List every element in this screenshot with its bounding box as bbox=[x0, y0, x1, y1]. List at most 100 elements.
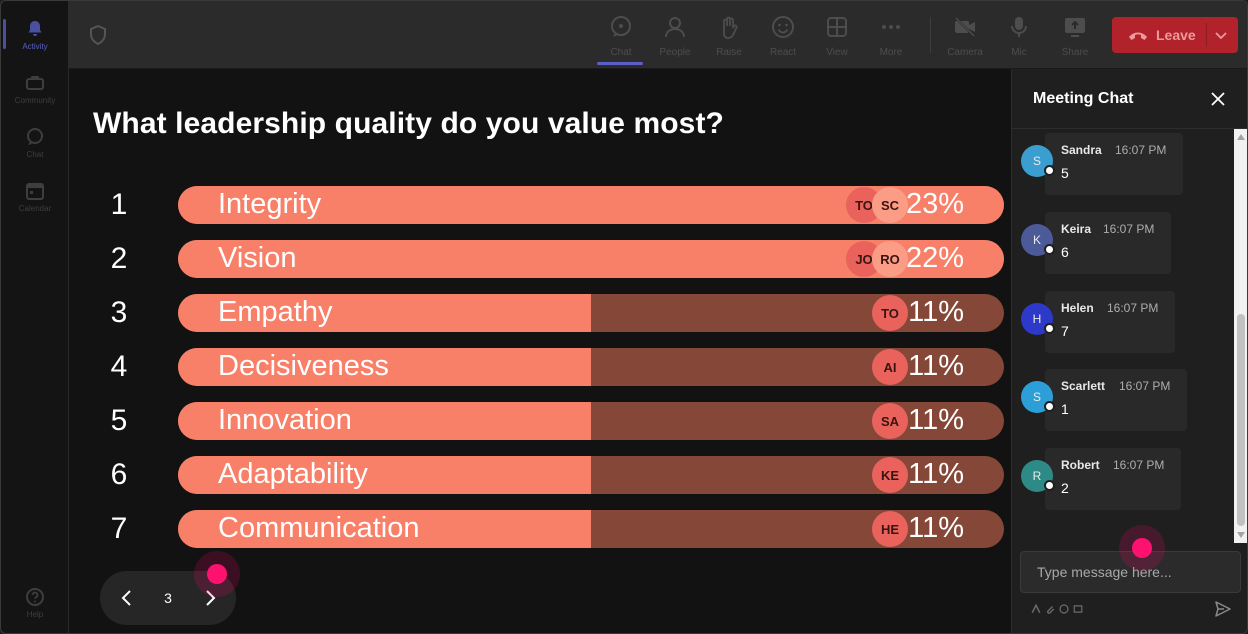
option-percent: 11% bbox=[908, 458, 964, 490]
voter-avatar: SC bbox=[872, 187, 908, 223]
avatar-initial: S bbox=[1032, 390, 1041, 404]
close-icon[interactable] bbox=[1210, 91, 1226, 107]
poll-option-row: 2 Vision JO RO 22% bbox=[69, 240, 1011, 278]
chat-message[interactable]: Scarlett 16:07 PM 1 bbox=[1045, 369, 1187, 431]
rail-item-calendar[interactable]: Calendar bbox=[1, 171, 69, 223]
avatar-initial: K bbox=[1032, 233, 1041, 247]
chat-title: Meeting Chat bbox=[1033, 90, 1134, 107]
message-time: 16:07 PM bbox=[1103, 222, 1155, 236]
voter-avatar: KE bbox=[872, 457, 908, 493]
community-icon bbox=[26, 76, 44, 90]
avatar-initial: R bbox=[1032, 469, 1042, 483]
poll-option-row: 5 Innovation SA 11% bbox=[69, 402, 1011, 440]
voter-avatar: SA bbox=[872, 403, 908, 439]
rail-item-community[interactable]: Community bbox=[1, 63, 69, 115]
format-toolbar bbox=[1031, 604, 1083, 614]
page-number: 3 bbox=[164, 590, 172, 606]
sender-avatar[interactable]: H bbox=[1021, 303, 1055, 335]
raise-hand-button[interactable]: Raise bbox=[703, 11, 755, 61]
rail-label: Activity bbox=[22, 42, 48, 51]
chat-button[interactable]: Chat bbox=[595, 11, 647, 65]
rail-item-activity[interactable]: Activity bbox=[1, 9, 69, 61]
option-percent: 11% bbox=[908, 404, 964, 436]
chat-icon bbox=[611, 16, 631, 37]
message-time: 16:07 PM bbox=[1119, 379, 1171, 393]
format-text-icon[interactable] bbox=[1031, 604, 1041, 614]
emoji-icon[interactable] bbox=[1059, 604, 1069, 614]
toolbar-divider bbox=[930, 17, 931, 53]
chat-message[interactable]: Robert 16:07 PM 2 bbox=[1045, 448, 1181, 510]
result-bar-fill bbox=[178, 402, 591, 440]
react-label: React bbox=[769, 47, 797, 58]
message-sender: Helen bbox=[1061, 301, 1094, 315]
more-button[interactable]: More bbox=[865, 11, 917, 61]
chat-message[interactable]: Sandra 16:07 PM 5 bbox=[1045, 133, 1183, 195]
grid-icon bbox=[827, 17, 847, 37]
camera-button[interactable]: Camera bbox=[939, 11, 991, 61]
chat-message-list[interactable]: Sandra 16:07 PM 5 S Keira 16:07 PM 6 K Helen 16:0… bbox=[1012, 129, 1234, 544]
scroll-thumb[interactable] bbox=[1237, 314, 1245, 526]
chat-message[interactable]: Keira 16:07 PM 6 bbox=[1045, 212, 1171, 274]
sender-avatar[interactable]: S bbox=[1021, 381, 1055, 413]
view-button[interactable]: View bbox=[811, 11, 863, 61]
share-screen-icon bbox=[1065, 18, 1085, 37]
attach-icon[interactable] bbox=[1045, 604, 1055, 614]
gif-icon[interactable] bbox=[1073, 604, 1083, 614]
result-bar bbox=[178, 294, 1004, 332]
option-label: Vision bbox=[218, 242, 297, 274]
sender-avatar[interactable]: K bbox=[1021, 224, 1055, 256]
option-number: 2 bbox=[110, 242, 128, 275]
rail-label: Chat bbox=[26, 150, 44, 159]
rail-label: Calendar bbox=[18, 204, 52, 213]
chevron-right-icon[interactable] bbox=[200, 588, 220, 608]
message-sender: Sandra bbox=[1061, 143, 1102, 157]
option-label: Innovation bbox=[218, 404, 352, 436]
leave-button[interactable]: Leave bbox=[1112, 17, 1238, 53]
rail-item-chat[interactable]: Chat bbox=[1, 117, 69, 169]
result-bar bbox=[178, 402, 1004, 440]
sender-avatar[interactable]: S bbox=[1021, 145, 1055, 177]
presence-dot bbox=[1044, 323, 1055, 334]
active-indicator bbox=[597, 62, 643, 65]
chat-scrollbar[interactable] bbox=[1234, 129, 1247, 543]
presence-dot bbox=[1044, 244, 1055, 255]
more-dots-icon bbox=[882, 25, 900, 29]
leave-label: Leave bbox=[1156, 27, 1196, 43]
chevron-left-icon[interactable] bbox=[117, 588, 137, 608]
sender-avatar[interactable]: R bbox=[1021, 460, 1055, 492]
mic-button[interactable]: Mic bbox=[993, 11, 1045, 61]
people-label: People bbox=[659, 47, 691, 58]
page-navigator: 3 bbox=[100, 571, 236, 625]
react-button[interactable]: React bbox=[757, 11, 809, 61]
chevron-down-icon[interactable] bbox=[1214, 28, 1228, 42]
share-button[interactable]: Share bbox=[1049, 11, 1101, 61]
option-number: 5 bbox=[110, 404, 128, 437]
result-bar bbox=[178, 348, 1004, 386]
result-bar bbox=[178, 510, 1004, 548]
chat-message[interactable]: Helen 16:07 PM 7 bbox=[1045, 291, 1175, 353]
option-number: 3 bbox=[110, 296, 128, 329]
send-icon[interactable] bbox=[1214, 600, 1232, 618]
scroll-up-icon[interactable] bbox=[1237, 134, 1245, 140]
chat-label: Chat bbox=[610, 47, 632, 58]
message-text: 6 bbox=[1061, 244, 1069, 260]
option-percent: 22% bbox=[905, 242, 964, 274]
voter-avatar: AI bbox=[872, 349, 908, 385]
calendar-icon bbox=[26, 183, 44, 200]
message-time: 16:07 PM bbox=[1115, 143, 1167, 157]
rail-item-help[interactable]: Help bbox=[1, 577, 69, 629]
meeting-chat-panel: Meeting Chat Sandra 16:07 PM 5 S Keira 16:07 … bbox=[1011, 69, 1247, 633]
message-compose-box bbox=[1020, 551, 1241, 593]
result-bar-fill bbox=[178, 456, 591, 494]
scroll-down-icon[interactable] bbox=[1237, 532, 1245, 538]
poll-option-row: 4 Decisiveness AI 11% bbox=[69, 348, 1011, 386]
message-input[interactable] bbox=[1021, 552, 1240, 592]
result-bar-fill bbox=[178, 510, 591, 548]
poll-stage: What leadership quality do you value mos… bbox=[69, 69, 1011, 633]
bell-icon bbox=[28, 21, 42, 36]
people-button[interactable]: People bbox=[649, 11, 701, 61]
shield-icon[interactable] bbox=[89, 25, 107, 45]
option-label: Empathy bbox=[218, 296, 333, 328]
leave-divider bbox=[1206, 23, 1207, 47]
option-percent: 11% bbox=[908, 296, 964, 328]
